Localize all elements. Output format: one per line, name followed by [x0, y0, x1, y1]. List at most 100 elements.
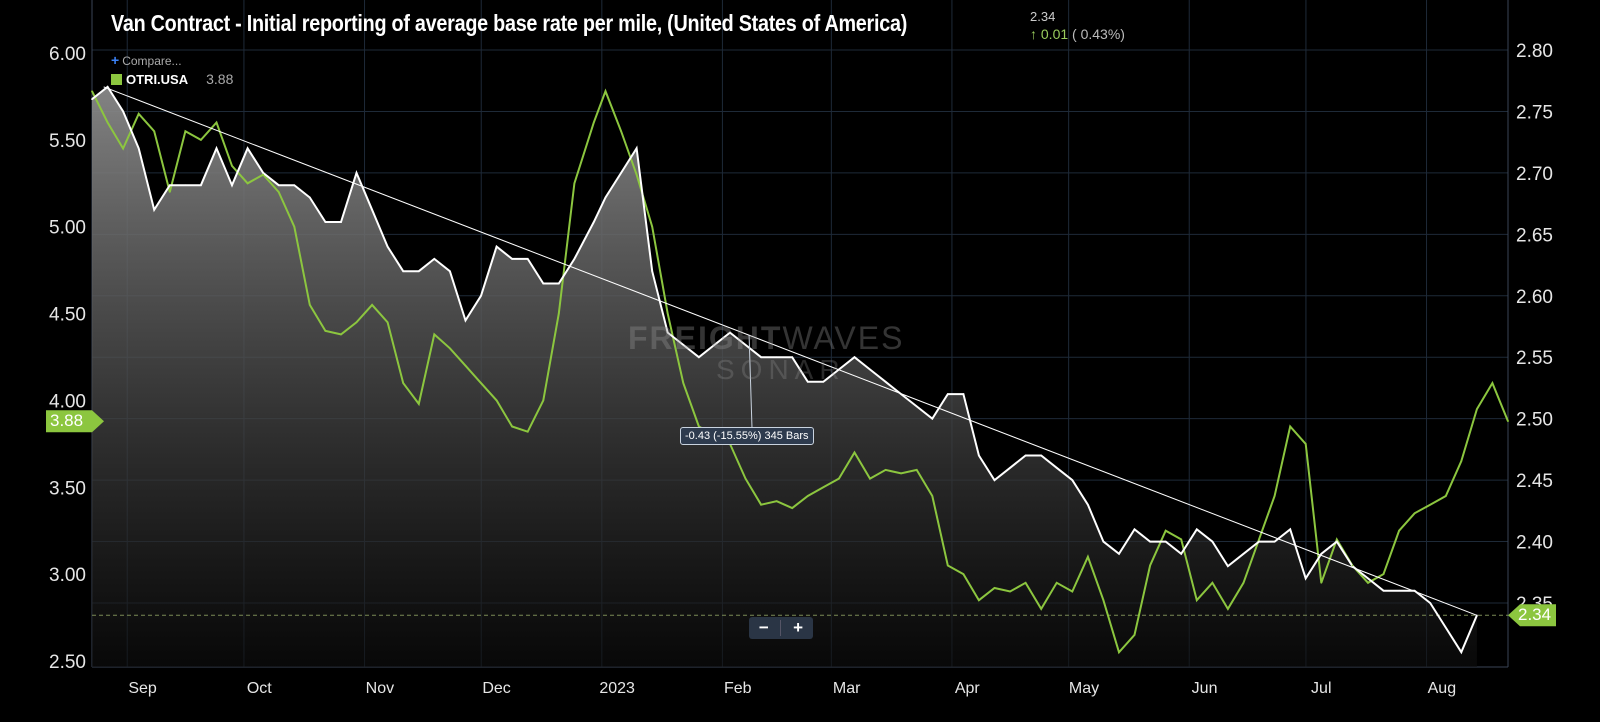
otri-usa-point: [962, 573, 965, 575]
van-contract-point: [1476, 614, 1478, 617]
van-contract-point: [1180, 553, 1183, 555]
otri-usa-point: [1055, 582, 1058, 584]
freightwaves-logo: FREIGHTWAVES: [628, 320, 905, 356]
van-contract-point: [340, 221, 342, 223]
otri-usa-point: [806, 495, 809, 497]
otri-usa-series-line[interactable]: [91, 88, 1509, 655]
van-contract-point: [1304, 577, 1307, 580]
left-tick-label: 2.50: [49, 652, 86, 673]
otri-usa-point: [1351, 564, 1354, 567]
otri-usa-point: [775, 500, 778, 502]
x-tick-label: Nov: [366, 680, 394, 697]
x-tick-label: Sep: [128, 680, 157, 697]
left-tick-label: 6.00: [49, 44, 86, 65]
legend-series-name: OTRI.USA: [126, 71, 189, 87]
x-tick-label: 2023: [599, 680, 635, 697]
otri-usa-point: [593, 121, 595, 124]
van-contract-point: [558, 282, 560, 285]
left-tick-label: 4.00: [49, 391, 86, 412]
otri-usa-point: [1102, 599, 1105, 601]
van-contract-point: [993, 479, 996, 481]
otri-usa-point: [262, 173, 264, 176]
trend-label-pointer: [748, 335, 753, 429]
trend-line[interactable]: [103, 86, 1478, 616]
zoom-in-button[interactable]: +: [793, 618, 804, 637]
van-contract-point: [386, 245, 389, 248]
otri-usa-point: [386, 321, 389, 324]
van-contract-point: [744, 344, 747, 346]
otri-usa-point: [1476, 408, 1478, 410]
otri-usa-point: [137, 113, 140, 115]
otri-usa-point: [1382, 573, 1385, 575]
otri-usa-point: [1118, 651, 1120, 654]
right-tick-label: 2.45: [1516, 471, 1553, 492]
van-contract-point: [1460, 651, 1463, 653]
van-contract-point: [1040, 454, 1042, 457]
left-tick-label: 5.50: [49, 131, 86, 152]
van-contract-point: [464, 319, 467, 322]
otri-usa-point: [184, 130, 187, 132]
legend-swatch: [111, 73, 122, 85]
van-contract-point: [262, 172, 264, 174]
van-contract-point: [1320, 553, 1323, 555]
otri-usa-point: [231, 165, 233, 167]
trend-measure-label: -0.43 (-15.55%) 345 Bars: [680, 427, 814, 445]
legend-entry-otri[interactable]: OTRI.USA 3.88: [111, 71, 233, 87]
van-contract-point: [1336, 540, 1338, 543]
otri-usa-point: [1320, 582, 1323, 584]
otri-usa-point: [91, 90, 93, 93]
otri-usa-point: [1507, 420, 1509, 423]
plus-icon: +: [111, 52, 120, 68]
van-contract-point: [1429, 602, 1431, 604]
x-tick-label: Jun: [1192, 680, 1218, 697]
van-contract-point: [978, 454, 980, 457]
otri-usa-point: [666, 312, 669, 315]
van-contract-point: [1211, 540, 1214, 543]
otri-usa-point: [1211, 582, 1214, 584]
van-contract-point: [1273, 540, 1276, 543]
van-contract-point: [495, 245, 498, 248]
otri-usa-point: [760, 503, 762, 506]
van-contract-point: [838, 368, 840, 371]
otri-usa-point: [1071, 590, 1074, 593]
van-contract-point: [1444, 626, 1447, 629]
van-contract-series-line[interactable]: [91, 85, 1478, 655]
van-contract-point: [869, 368, 871, 371]
van-contract-point: [1227, 565, 1229, 567]
van-contract-point: [682, 344, 685, 346]
van-contract-point: [698, 356, 700, 359]
otri-usa-point: [1195, 599, 1198, 601]
chart-title: Van Contract - Initial reporting of aver…: [111, 10, 908, 36]
van-contract-point: [293, 184, 296, 186]
zoom-out-button[interactable]: −: [758, 618, 769, 637]
otri-usa-point: [1009, 590, 1011, 593]
right-tick-label: 2.80: [1516, 41, 1553, 62]
otri-usa-point: [1336, 538, 1338, 541]
van-contract-point: [822, 381, 825, 383]
change-value: 0.01: [1040, 26, 1069, 42]
van-contract-point: [1102, 540, 1105, 543]
van-contract-point: [1398, 589, 1400, 592]
otri-usa-point: [246, 182, 249, 185]
otri-usa-point: [1149, 564, 1151, 567]
van-contract-point: [1118, 553, 1120, 555]
van-contract-point: [402, 270, 405, 273]
otri-usa-point: [1273, 495, 1276, 497]
van-contract-point: [1413, 589, 1416, 592]
otri-usa-point: [1180, 538, 1183, 541]
van-contract-point: [526, 258, 529, 260]
van-contract-point: [1149, 540, 1151, 543]
otri-usa-point: [169, 191, 171, 193]
van-contract-point: [153, 208, 156, 211]
otri-usa-point: [635, 173, 638, 176]
van-contract-point: [791, 356, 794, 359]
otri-usa-point: [993, 587, 996, 589]
compare-button[interactable]: + Compare...: [111, 52, 182, 68]
van-contract-point: [666, 331, 669, 334]
otri-usa-point: [1242, 582, 1245, 584]
otri-usa-point: [853, 451, 856, 454]
legend-series-value: 3.88: [206, 71, 234, 87]
otri-usa-point: [464, 364, 467, 367]
otri-usa-point: [947, 564, 949, 567]
